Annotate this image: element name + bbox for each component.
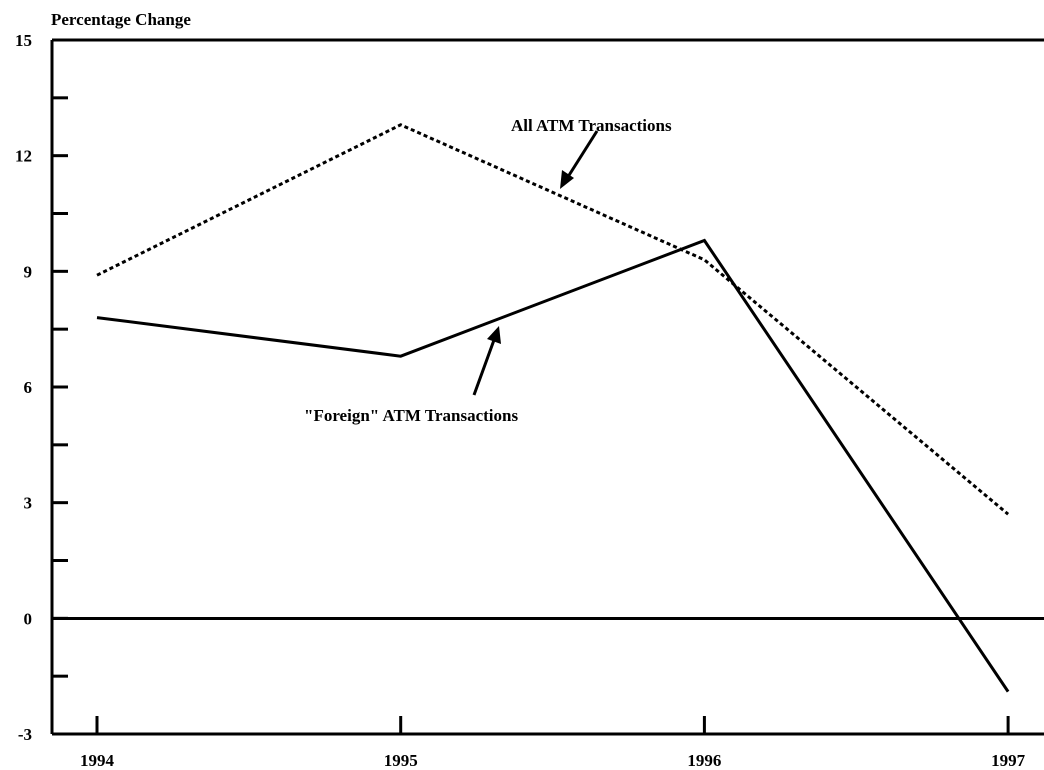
series-line-all-atm	[96, 123, 1010, 516]
x-tick-labels: 1994 1995 1996 1997	[80, 751, 1026, 770]
y-ticks	[52, 38, 68, 736]
annotation-foreign-atm-arrow-head	[487, 326, 501, 344]
y-tick-label: 12	[15, 147, 32, 166]
series-lines	[96, 123, 1010, 693]
y-tick-labels: 15 12 9 6 3 0 -3	[15, 31, 32, 744]
y-tick-label: 15	[15, 31, 32, 50]
annotations: All ATM Transactions "Foreign" ATM Trans…	[304, 116, 672, 425]
axes	[50, 38, 1044, 736]
x-tick-label: 1995	[384, 751, 418, 770]
y-tick-label: -3	[18, 725, 32, 744]
y-tick-label: 0	[24, 609, 33, 628]
y-axis-label: Percentage Change	[51, 10, 191, 29]
series-line-foreign-atm	[96, 238, 1010, 693]
x-tick-label: 1994	[80, 751, 115, 770]
y-tick-label: 3	[24, 494, 33, 513]
x-tick-label: 1996	[687, 751, 721, 770]
annotation-foreign-atm: "Foreign" ATM Transactions	[304, 406, 518, 425]
annotation-all-atm: All ATM Transactions	[511, 116, 672, 135]
annotation-all-atm-arrow-head	[560, 170, 574, 189]
x-ticks	[95, 716, 1010, 734]
y-tick-label: 9	[24, 262, 33, 281]
x-tick-label: 1997	[991, 751, 1026, 770]
annotation-all-atm-arrow-shaft	[564, 130, 599, 181]
y-tick-label: 6	[24, 378, 33, 397]
annotation-foreign-atm-arrow-shaft	[472, 339, 496, 396]
